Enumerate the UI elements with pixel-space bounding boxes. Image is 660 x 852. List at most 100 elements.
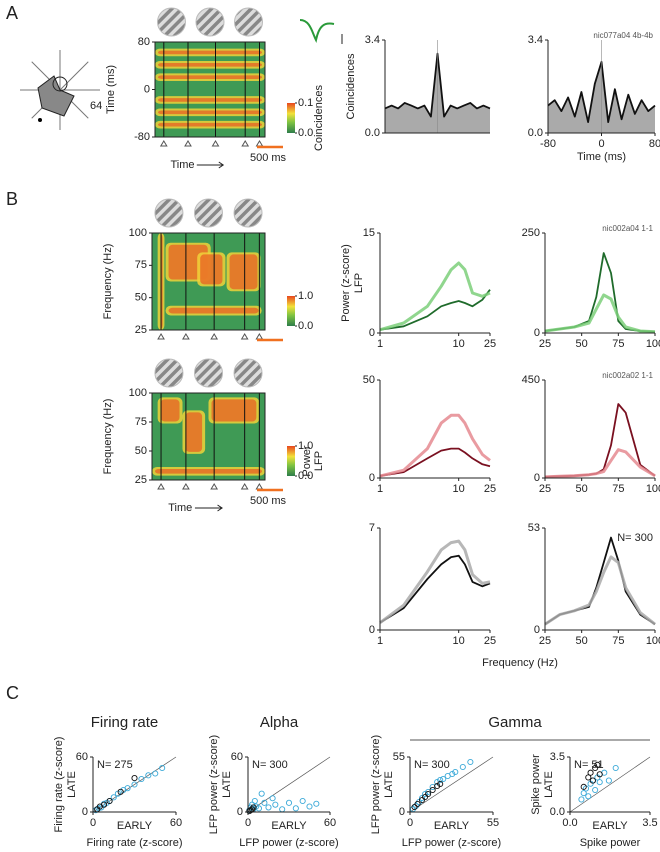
colorbar-label: LFP: [313, 451, 325, 471]
y-tick-label: 60: [231, 751, 243, 763]
y-tick-label: 0: [369, 327, 375, 339]
x-axis-label: EARLY: [117, 820, 153, 832]
line: [379, 554, 491, 624]
line: [544, 293, 656, 334]
y-axis-label: Power (z-score): [340, 244, 352, 322]
x-axis-label: EARLY: [271, 820, 307, 832]
colorbar-label: Coincidences: [313, 84, 325, 151]
point: [440, 775, 447, 783]
chart-line: 0 7 1 10 25: [369, 522, 496, 647]
chart-heatmap: 100 75 50 25 Frequency (Hz) 1.0 0.0: [102, 198, 313, 342]
stimulus-marker: [241, 140, 250, 147]
heatmap-cell: [158, 75, 262, 79]
y-tick-label: 0: [237, 806, 243, 818]
y-tick-label: 55: [393, 751, 405, 763]
colorbar-tick-label: 0.0: [298, 127, 313, 139]
y-axis-label: LFP: [353, 273, 365, 293]
point: [587, 769, 594, 776]
stimulus-grating: [154, 358, 184, 388]
stimulus-marker: [210, 333, 219, 340]
x-tick-label: 100: [646, 635, 660, 647]
y-tick-label: 3.4: [365, 34, 380, 46]
heatmap-frame: [151, 392, 266, 481]
y-tick-label: 25: [135, 324, 147, 336]
x-tick-label: 60: [170, 817, 182, 829]
x-tick-label: 25: [539, 338, 551, 350]
point: [251, 797, 258, 805]
x-tick-label: 0: [598, 138, 604, 150]
scale-bar-label: 500 ms: [250, 152, 287, 164]
y-tick-label: 60: [76, 751, 88, 763]
x-tick-label: 0: [245, 817, 251, 829]
y-tick-label: 0: [144, 83, 150, 95]
point: [437, 776, 444, 784]
y-tick-label: 100: [129, 227, 147, 239]
stimulus-grating: [194, 198, 223, 228]
heatmap-cell: [185, 412, 203, 452]
y-tick-label: 250: [522, 227, 540, 239]
point: [585, 774, 592, 781]
x-tick-label: 25: [484, 338, 496, 350]
stimulus-marker: [240, 483, 249, 490]
annotation: 64: [90, 100, 102, 112]
y-tick-label: 0: [399, 806, 405, 818]
annotation: nic002a04 1-1: [602, 224, 653, 233]
point: [605, 777, 612, 784]
stimulus-marker: [159, 140, 168, 147]
stimulus-marker: [157, 333, 165, 340]
y-tick-label: 0.0: [528, 127, 543, 139]
x-tick-label: 1: [377, 338, 383, 350]
colorbar: [287, 446, 295, 476]
chart-line: 0 250 25 50 75 100 nic002a04 1-1: [522, 224, 660, 350]
point: [124, 785, 131, 792]
y-axis-label: Spike power: [530, 754, 542, 815]
x-axis-label: EARLY: [434, 820, 470, 832]
chart-line: 0 50 1 10 25: [363, 374, 496, 495]
point: [594, 761, 601, 768]
point: [434, 778, 441, 786]
scale-bar-label: 500 ms: [250, 495, 287, 507]
y-tick-label: 50: [135, 292, 147, 304]
stimulus-marker: [255, 333, 264, 340]
annotation: N= 51: [574, 759, 604, 771]
x-tick-label: 80: [649, 138, 660, 150]
x-axis-label: Spike power: [580, 837, 641, 849]
polar-ring: [52, 76, 68, 92]
point: [250, 804, 257, 811]
waveform: [299, 19, 343, 44]
annotation: nic077a04 4b-4b: [593, 31, 653, 40]
point: [449, 770, 456, 778]
heatmap-cell: [168, 307, 259, 314]
point: [95, 805, 102, 812]
y-tick-label: 15: [363, 227, 375, 239]
point: [425, 790, 432, 798]
stimulus-grating: [194, 358, 223, 388]
point: [452, 768, 459, 776]
x-axis-label: Frequency (Hz): [482, 657, 558, 669]
y-tick-label: 450: [522, 374, 540, 386]
stimulus-marker: [211, 140, 220, 147]
y-tick-label: 0.0: [550, 806, 565, 818]
x-tick-label: 50: [576, 635, 588, 647]
x-tick-label: 50: [576, 338, 588, 350]
point: [159, 764, 166, 772]
y-tick-label: 53: [528, 522, 540, 534]
time-arrow: [196, 161, 225, 169]
point: [106, 797, 113, 805]
chart-title: Alpha: [260, 714, 299, 731]
y-axis-label: LATE: [383, 771, 395, 798]
stimulus-marker: [157, 483, 165, 490]
line: [544, 555, 656, 626]
stimulus-grating: [234, 7, 263, 37]
annotation: N= 300: [414, 759, 450, 771]
point: [580, 783, 587, 790]
x-tick-label: 10: [453, 635, 465, 647]
point: [292, 805, 299, 812]
y-tick-label: 3.5: [550, 751, 565, 763]
point: [145, 772, 152, 779]
y-tick-label: 0: [369, 624, 375, 636]
heatmap-cell: [211, 399, 257, 422]
line: [379, 447, 491, 477]
